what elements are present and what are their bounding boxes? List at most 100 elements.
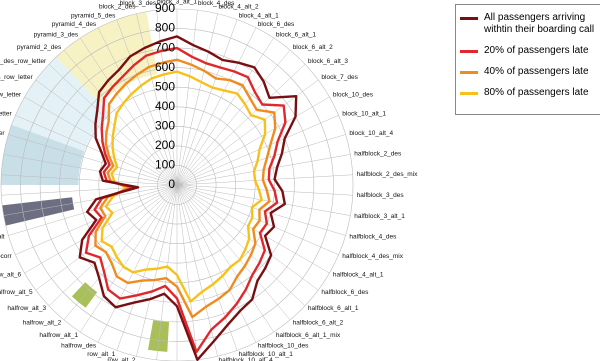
spoke xyxy=(80,37,178,186)
category-label: block_3_des xyxy=(120,0,157,7)
category-label: seatgroup_2_des_row_letter xyxy=(0,110,13,117)
spoke xyxy=(8,184,178,236)
spoke xyxy=(1,184,178,196)
spoke xyxy=(176,174,353,186)
spoke xyxy=(176,184,346,236)
spoke xyxy=(176,184,218,357)
legend-swatch xyxy=(460,92,478,95)
legend-label: 20% of passengers late xyxy=(484,45,589,56)
category-label: seatgroup_5_des_row_letter xyxy=(0,58,47,65)
category-label: block_4_alt_1 xyxy=(239,13,279,20)
legend-swatch xyxy=(460,71,478,74)
r-tick-label: 400 xyxy=(155,99,175,113)
spoke xyxy=(24,184,178,274)
spoke xyxy=(176,10,198,186)
r-tick-label: 700 xyxy=(155,40,175,54)
category-label: halfblock_3_alt_1 xyxy=(354,213,405,220)
series-line xyxy=(100,70,267,303)
category-label: halfrow_alt_5 xyxy=(0,289,33,296)
category-label: halfblock_10_alt_1 xyxy=(239,351,294,358)
r-tick-label: 300 xyxy=(155,119,175,133)
legend-item: 80% of passengers late xyxy=(460,87,600,99)
category-label: halfrow_alt_1 xyxy=(39,332,78,339)
r-tick-label: 200 xyxy=(155,138,175,152)
spoke xyxy=(1,174,178,186)
r-tick-label: 600 xyxy=(155,60,175,74)
spoke xyxy=(176,50,291,186)
series-line xyxy=(84,46,287,354)
category-label: block_3_alt_1 xyxy=(157,0,197,6)
spoke xyxy=(176,184,353,196)
category-label: halfblock_6_alt_2 xyxy=(293,320,344,327)
category-label: block_4_des xyxy=(198,0,235,7)
category-label: block_10_alt_4 xyxy=(349,130,393,137)
category-label: row_alt_2 xyxy=(107,357,136,361)
category-label: halfblock_4_alt_1 xyxy=(333,272,384,279)
sector-shade xyxy=(56,11,158,104)
category-label: block_10_alt_1 xyxy=(342,110,386,117)
category-label: block_10_des xyxy=(333,92,374,99)
spoke xyxy=(176,96,330,186)
spoke xyxy=(176,19,238,186)
category-label: pyramid_4_des xyxy=(52,21,97,28)
spoke xyxy=(63,50,178,186)
legend-item: 40% of passengers late xyxy=(460,66,600,78)
r-tick-label: 500 xyxy=(155,79,175,93)
category-label: block_6_alt_3 xyxy=(308,58,348,65)
category-label: block_6_alt_1 xyxy=(276,31,316,38)
category-label: letter_wintocorr xyxy=(0,253,13,260)
r-tick-label: 800 xyxy=(155,21,175,35)
legend-swatch xyxy=(460,50,478,53)
category-label: halfrow_alt_3 xyxy=(7,305,46,312)
category-label: halfblock_6_des xyxy=(321,289,369,296)
series-line xyxy=(94,58,277,319)
spoke xyxy=(8,134,178,186)
legend-item: All passengers arriving withtin their bo… xyxy=(460,12,600,36)
category-label: seat_alt_5_row_alt_letter xyxy=(0,150,1,157)
spoke xyxy=(176,27,257,186)
spoke xyxy=(176,184,274,333)
category-label: halfblock_10_alt_4 xyxy=(219,357,274,361)
legend-swatch xyxy=(460,17,478,20)
spoke xyxy=(116,19,178,186)
category-label: block_2_des xyxy=(99,4,136,11)
spoke xyxy=(176,184,257,343)
spoke xyxy=(176,134,346,186)
spoke xyxy=(35,184,178,291)
spoke xyxy=(80,184,178,333)
category-label: block_6_alt_2 xyxy=(293,44,333,51)
category-label: halfblock_4_des_mix xyxy=(342,253,403,260)
legend: All passengers arriving withtin their bo… xyxy=(455,4,600,115)
category-label: seatgroup_3_des_row_letter xyxy=(0,92,22,99)
spoke xyxy=(176,115,339,186)
spoke xyxy=(3,184,178,216)
category-label: pyramid_3_des xyxy=(34,31,79,38)
legend-item: 20% of passengers late xyxy=(460,45,600,57)
category-label: pyramid_2_des xyxy=(17,44,62,51)
legend-label: 40% of passengers late xyxy=(484,66,589,77)
spoke xyxy=(3,154,178,186)
r-tick-label: 0 xyxy=(168,177,175,191)
spoke xyxy=(63,184,178,320)
spoke xyxy=(24,96,178,186)
spoke xyxy=(136,184,178,357)
spoke xyxy=(15,115,178,186)
category-label: letter_alt xyxy=(0,233,5,240)
r-tick-label: 900 xyxy=(155,1,175,15)
legend-label: All passengers arriving withtin their bo… xyxy=(484,12,595,35)
series-line xyxy=(78,35,298,361)
r-tick-label: 100 xyxy=(155,158,175,172)
spoke xyxy=(176,64,306,186)
category-label: row_alt_1 xyxy=(87,351,116,358)
spoke xyxy=(156,184,178,360)
spoke xyxy=(48,64,178,186)
spoke xyxy=(97,27,178,186)
spoke xyxy=(156,10,178,186)
spoke xyxy=(176,13,218,186)
chart: 0 100 200 300 400 500 600 700 800 900block_3_alt_… xyxy=(0,0,418,361)
sector-shade xyxy=(148,320,169,352)
category-label: block_6_des xyxy=(258,21,295,28)
category-label: block_4_alt_2 xyxy=(219,4,259,11)
category-label: seatgroup_4_des_row_letter xyxy=(0,74,33,81)
